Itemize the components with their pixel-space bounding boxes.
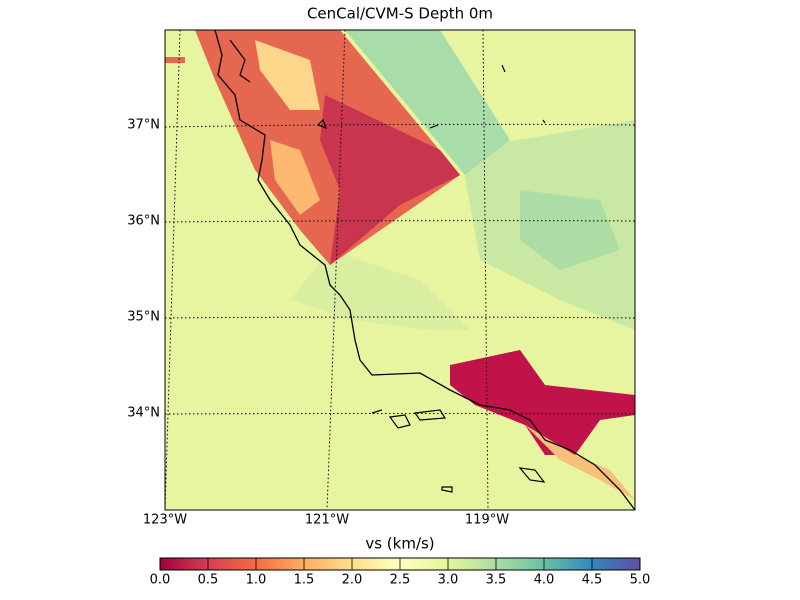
latitude-label: 35°N [127,310,160,325]
latitude-labels: 37°N 36°N 35°N 34°N [127,118,160,421]
colorbar-tick-label: 0.0 [150,573,171,588]
velocity-region [345,30,510,175]
map-border [164,29,636,511]
longitude-labels: 123°W 121°W 119°W [143,513,509,528]
meridians [165,30,489,510]
map-area [165,30,635,510]
colorbar-tick-label: 3.5 [486,573,507,588]
latitude-label: 36°N [127,214,160,229]
velocity-region [450,350,635,455]
map-title: CenCal/CVM-S Depth 0m [307,5,493,23]
colorbar-tick-label: 4.5 [582,573,603,588]
bay-outline [229,39,251,83]
latitude-label: 37°N [127,118,160,133]
velocity-region [520,190,620,270]
colorbar-label: vs (km/s) [365,535,434,553]
velocity-region [270,140,320,215]
colorbar-tick-label: 1.5 [294,573,315,588]
colorbar-tick-label: 2.5 [390,573,411,588]
latitude-label: 34°N [127,406,160,421]
colorbar-tick-label: 2.0 [342,573,363,588]
colorbar-tick-label: 3.0 [438,573,459,588]
colorbar-tick-label: 4.0 [534,573,555,588]
longitude-label: 123°W [143,513,187,528]
velocity-region [255,40,320,110]
longitude-label: 119°W [465,513,509,528]
velocity-region [525,425,635,500]
islands [316,64,546,493]
colorbar: 0.0 0.5 1.0 1.5 2.0 2.5 3.0 3.5 4.0 4.5 5.0 [150,557,651,588]
coastline [214,30,635,510]
colorbar-tick-label: 5.0 [630,573,651,588]
velocity-region [165,57,185,63]
colorbar-tick-label: 0.5 [198,573,219,588]
velocity-region [320,95,460,265]
colorbar-tick-label: 1.0 [246,573,267,588]
longitude-label: 121°W [305,513,349,528]
